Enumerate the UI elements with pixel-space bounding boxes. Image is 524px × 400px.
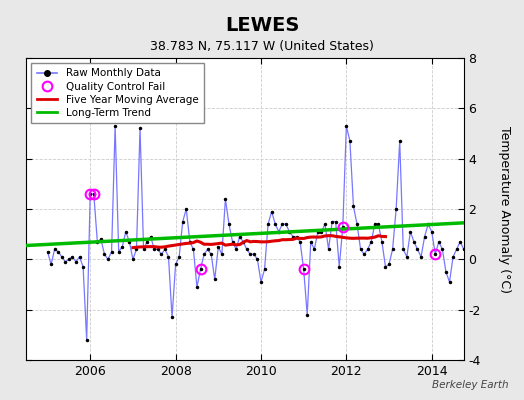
Y-axis label: Temperature Anomaly (°C): Temperature Anomaly (°C) [498, 126, 511, 292]
Legend: Raw Monthly Data, Quality Control Fail, Five Year Moving Average, Long-Term Tren: Raw Monthly Data, Quality Control Fail, … [31, 63, 204, 123]
Text: Berkeley Earth: Berkeley Earth [432, 380, 508, 390]
Text: LEWES: LEWES [225, 16, 299, 35]
Text: 38.783 N, 75.117 W (United States): 38.783 N, 75.117 W (United States) [150, 40, 374, 53]
